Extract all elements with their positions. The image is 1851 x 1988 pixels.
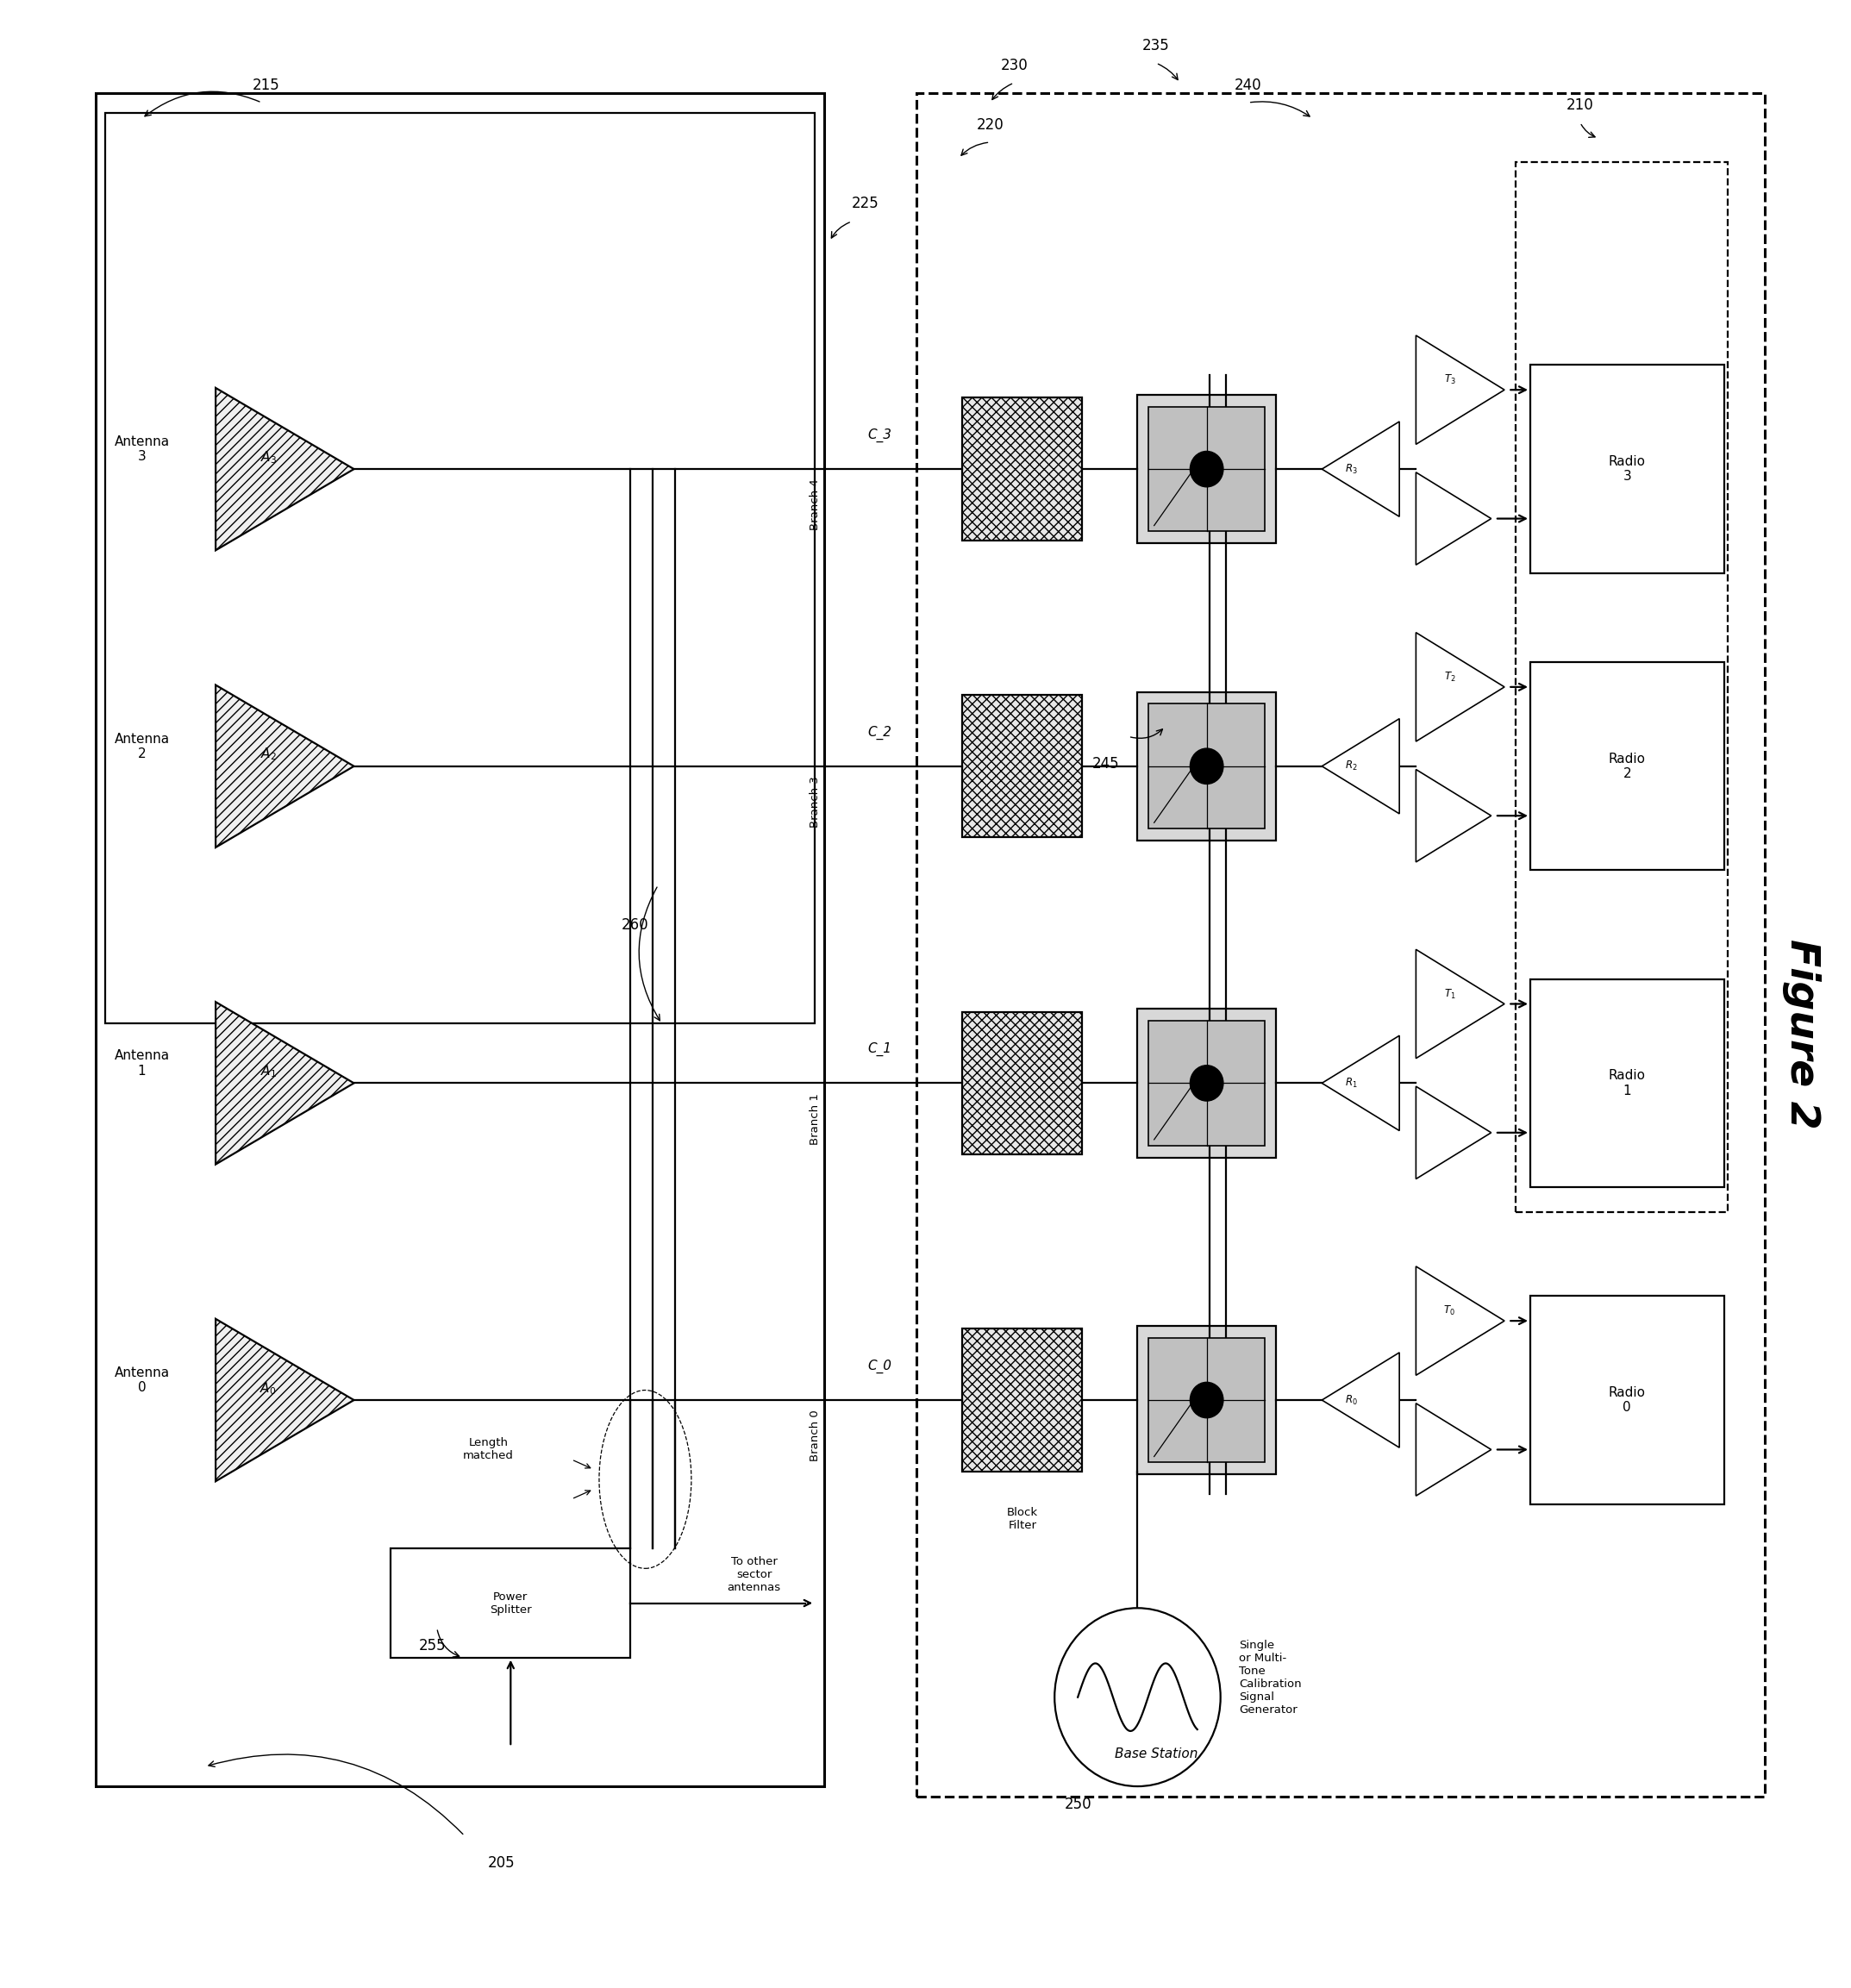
Bar <box>963 398 1083 541</box>
Text: $T_1$: $T_1$ <box>1444 988 1455 1000</box>
Bar <box>1531 1296 1723 1505</box>
Bar <box>1149 1020 1264 1145</box>
Polygon shape <box>1322 421 1399 517</box>
Bar <box>1516 163 1727 1213</box>
Bar <box>963 1328 1083 1471</box>
Bar <box>391 1549 631 1658</box>
Polygon shape <box>1416 950 1505 1058</box>
Text: C_2: C_2 <box>868 726 892 740</box>
Circle shape <box>1190 451 1224 487</box>
Text: $T_0$: $T_0$ <box>1444 1304 1455 1318</box>
Polygon shape <box>1322 1036 1399 1131</box>
Text: Radio
3: Radio 3 <box>1609 455 1646 483</box>
Polygon shape <box>1322 1352 1399 1447</box>
Text: 220: 220 <box>975 117 1003 133</box>
Text: Block
Filter: Block Filter <box>1007 1507 1038 1531</box>
Polygon shape <box>215 388 354 551</box>
Text: 235: 235 <box>1142 38 1170 54</box>
Polygon shape <box>215 686 354 847</box>
Circle shape <box>1190 747 1224 783</box>
Bar <box>1149 1338 1264 1463</box>
Text: C_3: C_3 <box>868 429 892 443</box>
Bar <box>1149 704 1264 829</box>
Text: Radio
2: Radio 2 <box>1609 751 1646 779</box>
Text: Antenna
3: Antenna 3 <box>115 435 170 463</box>
Circle shape <box>1190 1382 1224 1417</box>
Text: Radio
0: Radio 0 <box>1609 1386 1646 1413</box>
Bar <box>96 93 824 1787</box>
Bar <box>1531 662 1723 871</box>
Text: 225: 225 <box>851 197 879 211</box>
Text: $R_1$: $R_1$ <box>1346 1077 1357 1089</box>
Text: $A_1$: $A_1$ <box>259 1064 276 1079</box>
Bar <box>963 1012 1083 1155</box>
Text: $T_3$: $T_3$ <box>1444 374 1455 386</box>
Text: 255: 255 <box>418 1638 446 1654</box>
Text: Single
or Multi-
Tone
Calibration
Signal
Generator: Single or Multi- Tone Calibration Signal… <box>1238 1640 1301 1716</box>
Polygon shape <box>1416 632 1505 742</box>
Text: $R_3$: $R_3$ <box>1346 463 1357 475</box>
Circle shape <box>1190 1066 1224 1101</box>
Text: 250: 250 <box>1064 1797 1092 1811</box>
Bar <box>1531 366 1723 573</box>
Bar <box>1138 1326 1275 1475</box>
Text: Antenna
0: Antenna 0 <box>115 1366 170 1394</box>
Text: Antenna
2: Antenna 2 <box>115 732 170 759</box>
Bar <box>1138 396 1275 543</box>
Text: 240: 240 <box>1235 78 1262 93</box>
Text: $R_0$: $R_0$ <box>1346 1394 1359 1408</box>
Text: $A_2$: $A_2$ <box>259 746 276 761</box>
Polygon shape <box>1416 1085 1492 1179</box>
Text: To other
sector
antennas: To other sector antennas <box>727 1557 781 1592</box>
Polygon shape <box>1416 1404 1492 1495</box>
Text: 230: 230 <box>1000 58 1027 74</box>
Text: Branch 3: Branch 3 <box>809 775 820 827</box>
Polygon shape <box>1322 720 1399 813</box>
Bar <box>1149 408 1264 531</box>
Bar <box>916 93 1764 1797</box>
Text: $A_0$: $A_0$ <box>259 1380 276 1396</box>
Bar <box>106 113 814 1024</box>
Text: Branch 4: Branch 4 <box>809 479 820 531</box>
Bar <box>1138 692 1275 841</box>
Bar <box>963 696 1083 837</box>
Text: Antenna
1: Antenna 1 <box>115 1050 170 1077</box>
Text: Branch 1: Branch 1 <box>809 1093 820 1145</box>
Text: $A_3$: $A_3$ <box>259 449 276 465</box>
Text: 215: 215 <box>252 78 280 93</box>
Text: C_0: C_0 <box>868 1360 892 1374</box>
Text: 260: 260 <box>622 916 648 932</box>
Text: 205: 205 <box>489 1855 515 1871</box>
Bar <box>1531 980 1723 1187</box>
Text: C_1: C_1 <box>868 1042 892 1056</box>
Text: Power
Splitter: Power Splitter <box>491 1590 531 1614</box>
Polygon shape <box>1416 473 1492 565</box>
Text: Length
matched: Length matched <box>463 1437 515 1461</box>
Polygon shape <box>215 1318 354 1481</box>
Text: 245: 245 <box>1092 755 1120 771</box>
Text: Figure 2: Figure 2 <box>1783 938 1821 1129</box>
Polygon shape <box>1416 769 1492 863</box>
Polygon shape <box>215 1002 354 1165</box>
Bar <box>1138 1008 1275 1157</box>
Circle shape <box>1055 1608 1220 1787</box>
Polygon shape <box>1416 1266 1505 1376</box>
Text: Base Station: Base Station <box>1114 1747 1198 1761</box>
Text: $R_2$: $R_2$ <box>1346 759 1357 773</box>
Polygon shape <box>1416 336 1505 445</box>
Text: 210: 210 <box>1566 97 1594 113</box>
Text: Radio
1: Radio 1 <box>1609 1070 1646 1097</box>
Text: Branch 0: Branch 0 <box>809 1409 820 1461</box>
Text: $T_2$: $T_2$ <box>1444 670 1455 684</box>
